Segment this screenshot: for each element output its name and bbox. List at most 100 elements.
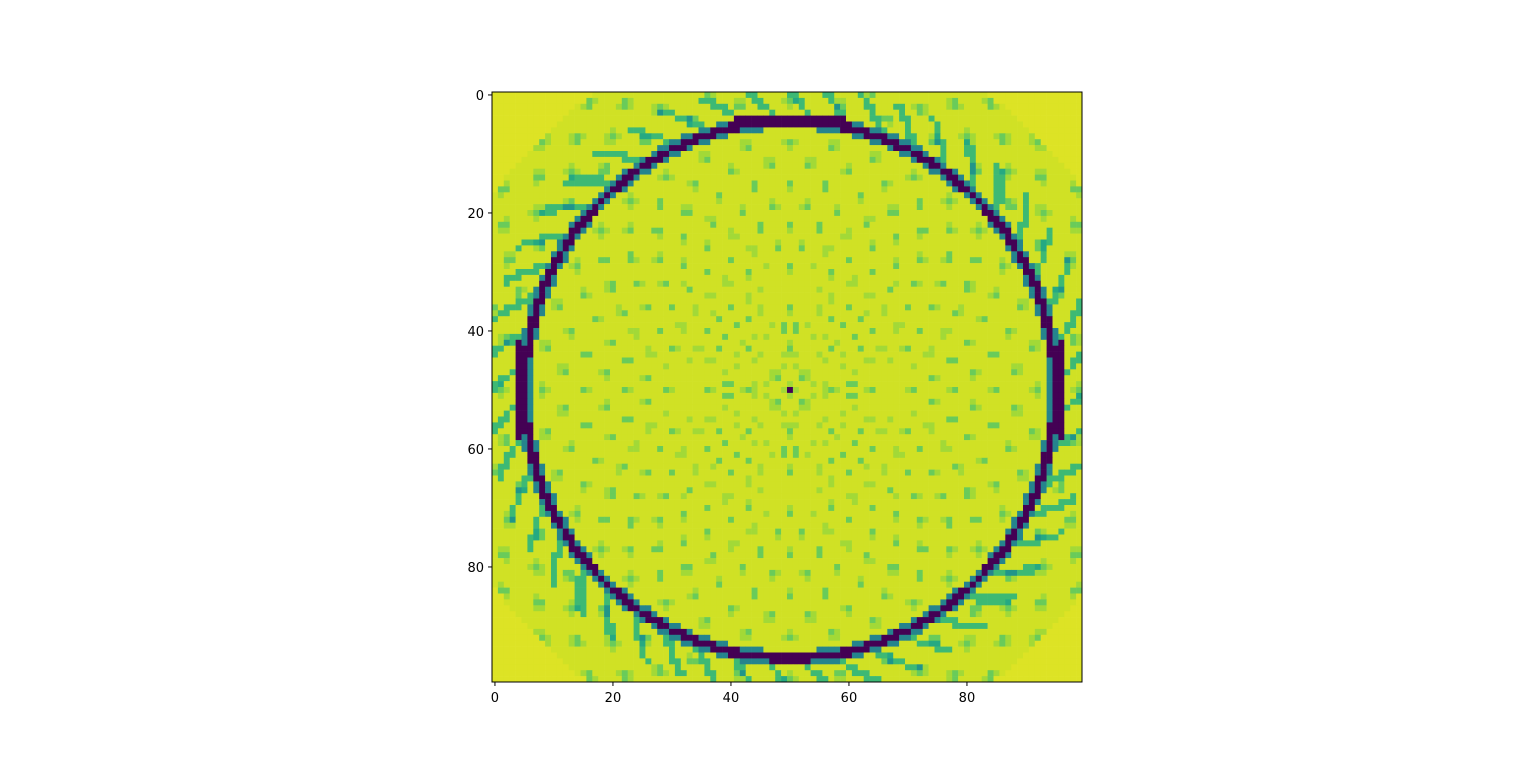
heatmap-cell — [497, 286, 505, 293]
heatmap-cell — [1005, 316, 1012, 323]
heatmap-cell — [975, 363, 982, 370]
heatmap-cell — [556, 274, 564, 282]
heatmap-cell — [592, 168, 599, 175]
heatmap-cell — [1058, 139, 1065, 146]
heatmap-cell — [645, 221, 652, 228]
heatmap-cell — [722, 174, 729, 181]
heatmap-cell — [574, 109, 581, 116]
heatmap-cell — [999, 328, 1006, 335]
heatmap-cell — [586, 121, 593, 128]
heatmap-cell — [562, 345, 569, 352]
heatmap-cell — [556, 304, 564, 311]
heatmap-cell — [940, 145, 947, 152]
heatmap-cell — [958, 121, 965, 128]
heatmap-cell — [1064, 357, 1071, 364]
heatmap-cell — [492, 139, 499, 146]
heatmap-cell — [1064, 227, 1071, 234]
heatmap-cell — [1028, 263, 1036, 270]
heatmap-cell — [497, 316, 505, 323]
heatmap-cell — [763, 322, 770, 329]
heatmap-cell — [716, 280, 723, 287]
heatmap-cell — [503, 139, 510, 146]
heatmap-cell — [503, 180, 510, 187]
heatmap-cell — [686, 227, 693, 234]
heatmap-cell — [958, 369, 965, 376]
heatmap-cell — [1011, 339, 1018, 346]
heatmap-cell — [999, 162, 1006, 169]
heatmap-cell — [710, 304, 717, 311]
heatmap-cell — [964, 186, 971, 193]
heatmap-cell — [851, 322, 859, 329]
heatmap-cell — [1076, 280, 1083, 287]
heatmap-cell — [586, 156, 593, 164]
heatmap-cell — [763, 145, 770, 152]
heatmap-cell — [610, 316, 617, 323]
heatmap-cell — [869, 363, 876, 370]
heatmap-cell — [669, 168, 676, 175]
heatmap-cell — [828, 186, 835, 193]
heatmap-cell — [580, 145, 587, 152]
heatmap-cell — [716, 316, 723, 323]
heatmap-cell — [592, 156, 599, 164]
heatmap-cell — [952, 286, 959, 293]
heatmap-cell — [698, 215, 705, 223]
heatmap-cell — [515, 233, 522, 240]
heatmap-cell — [604, 274, 611, 282]
heatmap-cell — [816, 151, 823, 158]
heatmap-cell — [798, 369, 805, 376]
heatmap-cell — [857, 103, 864, 110]
heatmap-cell — [1034, 127, 1041, 134]
heatmap-cell — [545, 227, 552, 234]
heatmap-cell — [710, 339, 717, 346]
heatmap-cell — [940, 233, 947, 240]
heatmap-cell — [958, 345, 965, 352]
heatmap-cell — [733, 227, 741, 234]
heatmap-cell — [905, 322, 912, 329]
heatmap-cell — [1046, 151, 1053, 158]
heatmap-cell — [993, 97, 1000, 105]
heatmap-cell — [515, 304, 522, 311]
heatmap-cell — [574, 92, 581, 99]
heatmap-cell — [946, 121, 953, 128]
heatmap-cell — [899, 369, 906, 376]
heatmap-cell — [1011, 139, 1018, 146]
heatmap-cell — [887, 357, 894, 364]
heatmap-cell — [987, 280, 994, 287]
heatmap-cell — [509, 168, 516, 175]
heatmap-cell — [1017, 210, 1024, 217]
heatmap-cell — [899, 127, 906, 134]
heatmap-cell — [509, 192, 516, 199]
heatmap-cell — [539, 333, 546, 341]
heatmap-cell — [574, 363, 581, 370]
heatmap-cell — [692, 251, 699, 258]
heatmap-cell — [851, 192, 859, 199]
heatmap-cell — [716, 168, 723, 175]
heatmap-cell — [645, 375, 652, 382]
heatmap-cell — [592, 115, 599, 122]
heatmap-cell — [893, 286, 900, 293]
heatmap-cell — [869, 151, 876, 158]
heatmap-cell — [887, 215, 894, 223]
heatmap-cell — [828, 245, 835, 252]
heatmap-cell — [580, 292, 587, 299]
heatmap-cell — [1046, 351, 1053, 358]
heatmap-cell — [1040, 263, 1047, 270]
heatmap-cell — [615, 375, 623, 382]
heatmap-cell — [610, 245, 617, 252]
heatmap-cell — [627, 210, 634, 217]
heatmap-cell — [1034, 245, 1041, 252]
heatmap-cell — [899, 339, 906, 346]
heatmap-cell — [710, 115, 717, 122]
heatmap-cell — [1023, 109, 1030, 116]
heatmap-cell — [733, 174, 741, 181]
heatmap-cell — [592, 339, 599, 346]
heatmap-cell — [621, 292, 628, 299]
heatmap-cell — [669, 198, 676, 205]
heatmap-cell — [580, 162, 587, 169]
heatmap-cell — [1028, 92, 1036, 99]
heatmap-cell — [651, 316, 658, 323]
heatmap-cell — [1064, 215, 1071, 223]
heatmap-cell — [509, 162, 516, 169]
heatmap-cell — [545, 304, 552, 311]
heatmap-cell — [910, 174, 918, 181]
